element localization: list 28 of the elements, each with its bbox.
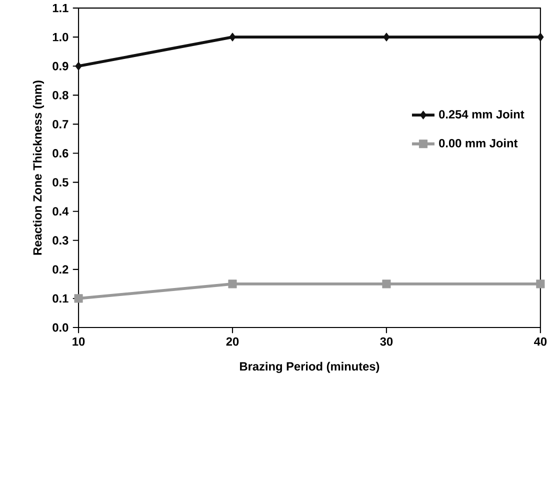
y-axis-title: Reaction Zone Thickness (mm) [32,80,44,255]
y-tick-label: 0.8 [52,91,68,100]
point [75,62,82,71]
point [383,32,390,42]
y-tick-label: 0.5 [52,178,68,187]
point [229,32,236,42]
y-tick-label: 0.2 [52,265,68,274]
point [382,280,391,288]
point [537,32,544,42]
y-tick-label: 1.0 [52,32,68,42]
x-tick-label: 30 [380,337,393,346]
point [74,294,83,303]
legend-label: 0.00 mm Joint [439,138,518,148]
y-tick-label: 1.1 [52,4,68,12]
y-tick-label: 0.9 [52,62,68,70]
y-tick-label: 0.0 [52,323,68,332]
point [536,280,545,288]
y-tick-label: 0.7 [52,120,68,129]
x-tick-label: 40 [534,337,547,346]
y-tick-label: 0.4 [52,207,69,216]
y-tick-label: 0.3 [52,236,68,245]
y-tick-label: 0.1 [52,294,68,303]
x-tick-label: 20 [226,337,239,346]
x-tick-label: 10 [72,337,85,346]
legend-label: 0.254 mm Joint [439,110,524,119]
x-axis-title: Brazing Period (minutes) [240,362,380,374]
point [228,280,237,288]
y-tick-label: 0.6 [52,149,68,158]
